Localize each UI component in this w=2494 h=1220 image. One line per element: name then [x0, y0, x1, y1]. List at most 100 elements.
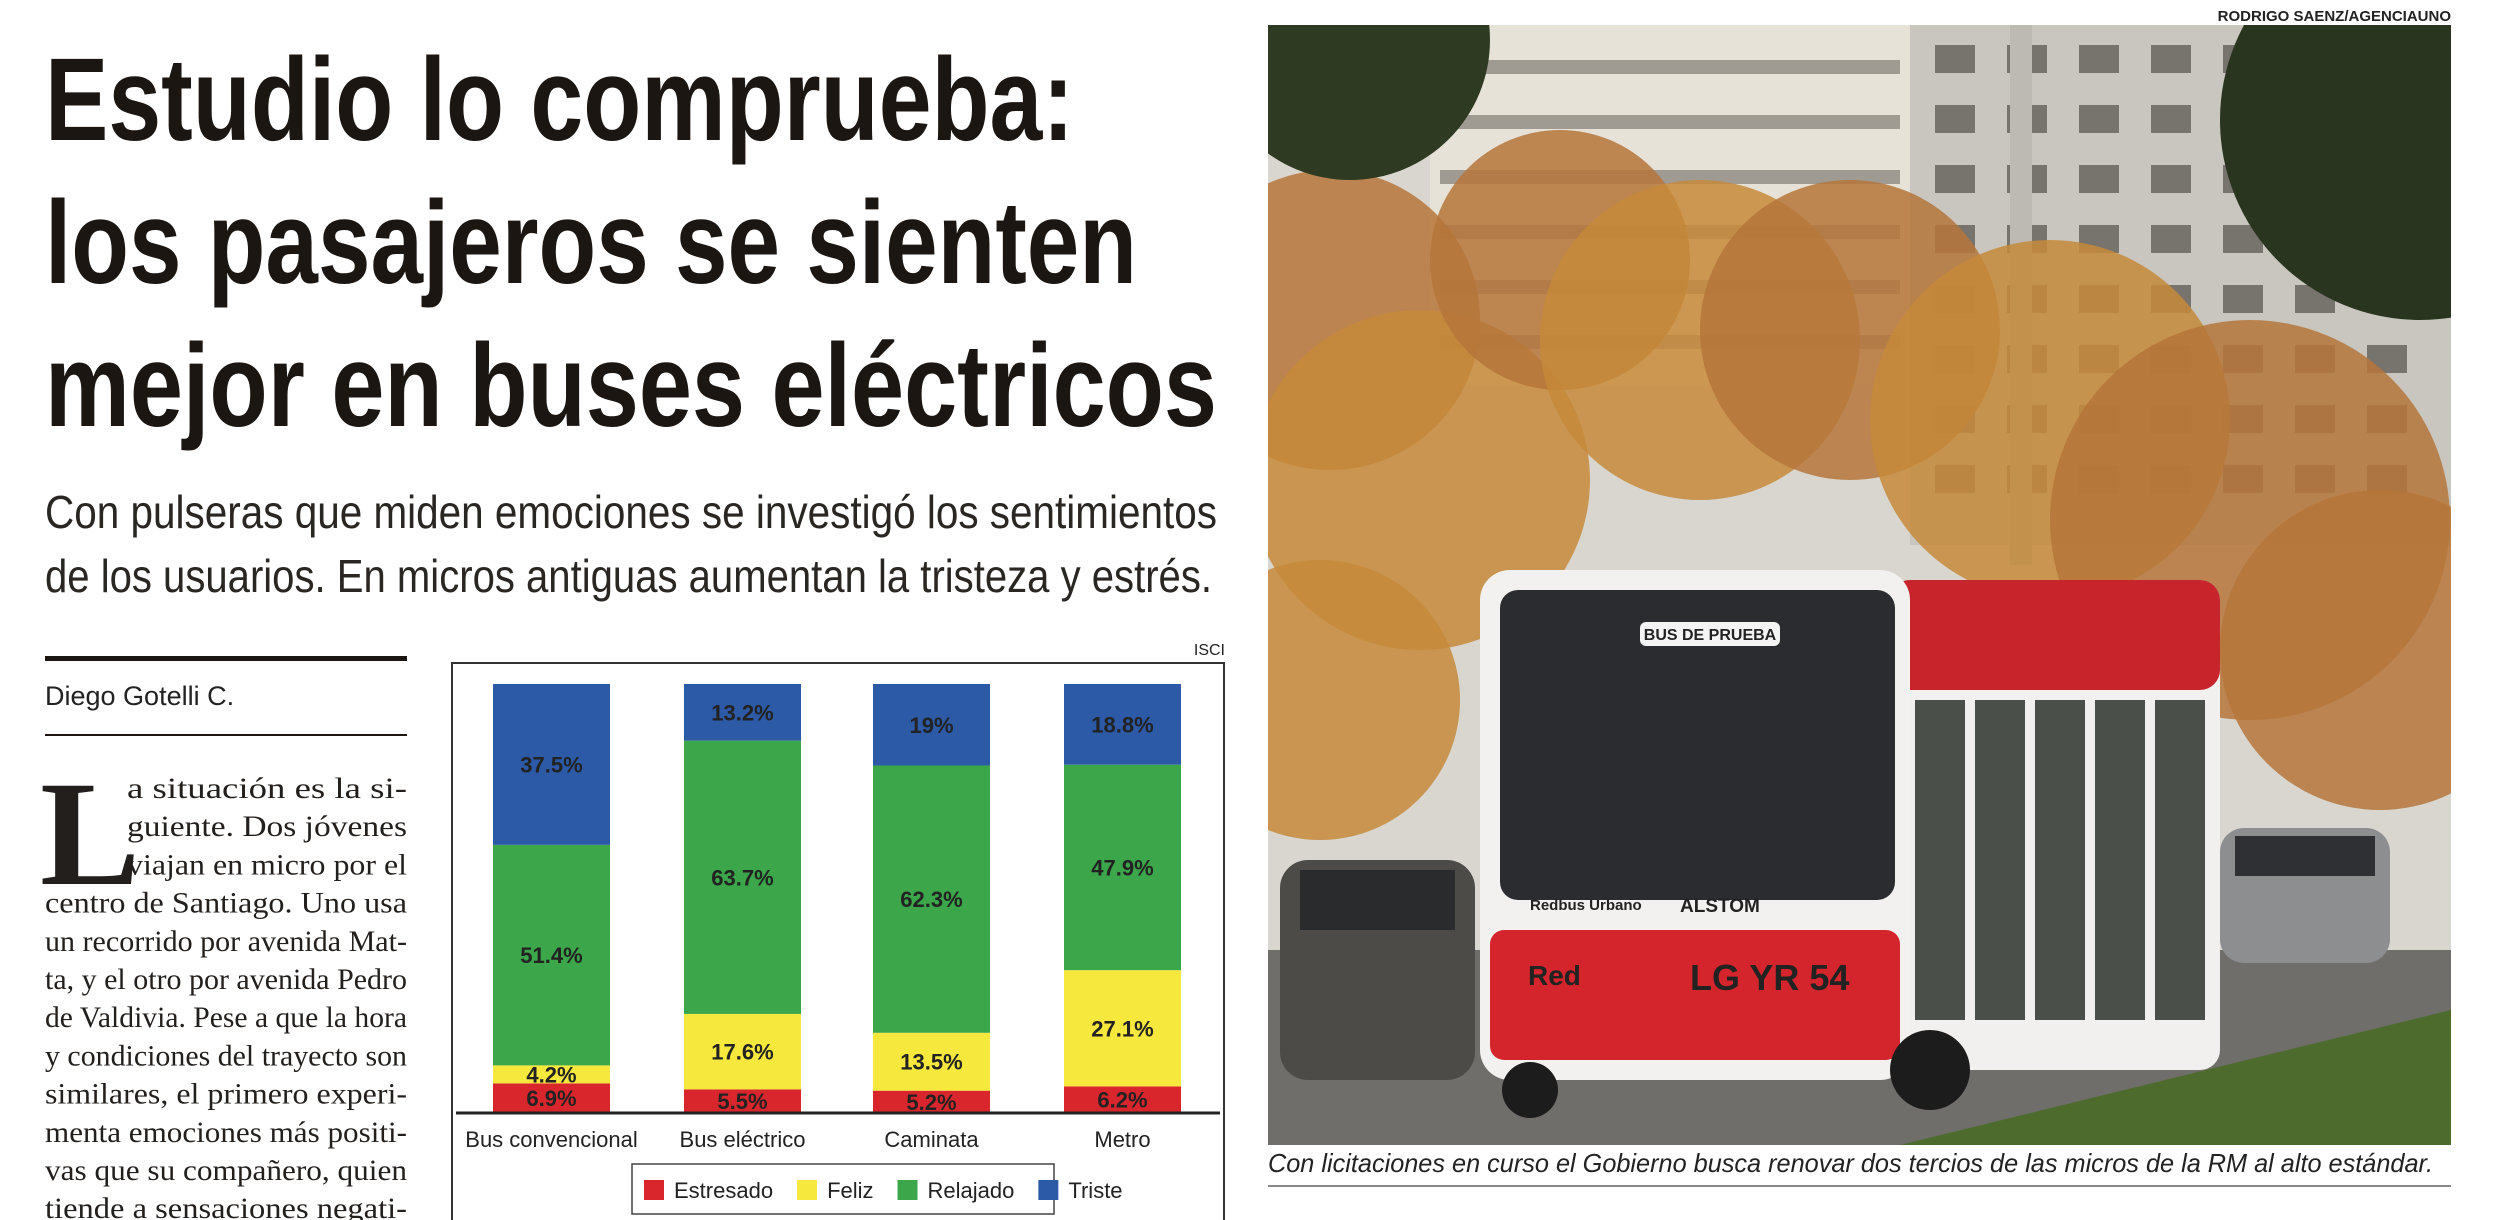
x-tick-label: Metro — [1094, 1127, 1150, 1152]
data-label: 47.9% — [1091, 855, 1153, 880]
window — [2079, 105, 2119, 133]
data-label: 18.8% — [1091, 712, 1153, 737]
wheel — [1890, 1030, 1970, 1110]
foliage — [1268, 25, 1490, 180]
bar-segment — [873, 1090, 990, 1113]
body-line: de Valdivia. Pese a que la hora — [45, 1001, 407, 1034]
bar-segment — [684, 1013, 801, 1090]
bar-segment — [873, 684, 990, 766]
car-window — [2235, 836, 2375, 876]
headline: Estudio lo comprueba: — [45, 34, 1074, 166]
legend-label: Triste — [1068, 1178, 1122, 1203]
bus-window — [2095, 700, 2145, 1020]
body-line: similares, el primero experi- — [45, 1078, 407, 1111]
body-line: menta emociones más positi- — [45, 1116, 407, 1149]
bar-segment — [684, 1089, 801, 1113]
rule — [1268, 1185, 2451, 1187]
data-label: 13.2% — [711, 700, 773, 725]
bus-sign: LG YR 54 — [1690, 957, 1849, 998]
body-line: tiende a sensaciones negati- — [45, 1192, 407, 1220]
route-sign — [1640, 622, 1780, 646]
window — [1935, 165, 1975, 193]
data-label: 27.1% — [1091, 1016, 1153, 1041]
bar-segment — [873, 1032, 990, 1091]
data-label: 4.2% — [526, 1062, 576, 1087]
tree — [1268, 560, 1460, 840]
bus-sign: Red — [1528, 960, 1581, 991]
bar-segment — [493, 1065, 610, 1084]
photo-credit: RODRIGO SAENZ/AGENCIAUNO — [2218, 8, 2452, 25]
balcony — [1440, 115, 1900, 129]
data-label: 5.5% — [717, 1089, 767, 1114]
body-line: guiente. Dos jóvenes — [127, 810, 407, 843]
grass — [1900, 1010, 2451, 1145]
body-line: y condiciones del trayecto son — [45, 1039, 407, 1072]
wheel — [1502, 1062, 1558, 1118]
windshield — [1500, 590, 1895, 900]
x-tick-label: Caminata — [884, 1127, 979, 1152]
bar-segment — [493, 1083, 610, 1113]
bus-panel — [1490, 930, 1900, 1060]
bar-segment — [684, 740, 801, 1014]
data-label: 6.9% — [526, 1086, 576, 1111]
bar-segment — [1064, 970, 1181, 1087]
data-label: 17.6% — [711, 1040, 773, 1065]
body-line: vas que su compañero, quien — [45, 1154, 407, 1187]
legend-label: Feliz — [827, 1178, 873, 1203]
bus-window — [2035, 700, 2085, 1020]
bar-segment — [493, 684, 610, 845]
window — [1935, 45, 1975, 73]
legend-swatch — [1038, 1180, 1059, 1200]
body-line: a situación es la si- — [127, 772, 407, 805]
window — [2223, 285, 2263, 313]
photo-caption: Con licitaciones en curso el Gobierno bu… — [1268, 1148, 2433, 1178]
bus-roof — [1890, 580, 2220, 690]
legend-box — [631, 1163, 1055, 1215]
car-window — [1300, 870, 1455, 930]
data-label: 5.2% — [906, 1090, 956, 1115]
body-line: ta, y el otro por avenida Pedro — [45, 963, 407, 996]
tree — [2220, 490, 2451, 810]
chart: 6.9%4.2% 51.4% 37.5% Bus convencional 5.5% 17… — [456, 684, 1220, 1215]
legend-swatch — [644, 1180, 664, 1200]
byline: Diego Gotelli C. — [45, 681, 234, 711]
window — [2151, 225, 2191, 253]
window — [2079, 45, 2119, 73]
bus-sign: BUS DE PRUEBA — [1644, 627, 1777, 644]
data-label: 63.7% — [711, 865, 773, 890]
bar-segment — [493, 844, 610, 1066]
bus-sign: ALSTOM — [1680, 896, 1760, 917]
bar-segment — [684, 684, 801, 741]
window — [1935, 105, 1975, 133]
data-label: 13.5% — [900, 1050, 962, 1075]
bus-window — [2155, 700, 2205, 1020]
bar-segment — [873, 765, 990, 1033]
photo: BUS DE PRUEBA Redbus Urbano ALSTOM Red LG YR… — [1268, 25, 2451, 1145]
body-text: a situación es la si-guiente. Dos jóvene… — [45, 772, 407, 1220]
rule — [45, 656, 407, 661]
foliage — [2220, 25, 2451, 320]
subhead: Con pulseras que miden emociones se inve… — [45, 486, 1217, 538]
data-label: 51.4% — [520, 943, 582, 968]
bus-window — [1975, 700, 2025, 1020]
bar-segment — [1064, 684, 1181, 765]
drop-cap: L — [40, 751, 140, 917]
window — [2151, 105, 2191, 133]
body-line: un recorrido por avenida Mat- — [45, 925, 407, 958]
data-label: 37.5% — [520, 752, 582, 777]
x-tick-label: Bus convencional — [465, 1127, 637, 1152]
window — [2151, 45, 2191, 73]
bus-window — [1915, 700, 1965, 1020]
bar-segment — [1064, 764, 1181, 971]
body-line: viajan en micro por el — [127, 848, 407, 881]
headline: mejor en buses eléctricos — [45, 320, 1217, 452]
bar-segment — [1064, 1086, 1181, 1113]
legend-swatch — [897, 1180, 918, 1200]
bus-sign: Redbus Urbano — [1530, 897, 1642, 914]
body-line: centro de Santiago. Uno usa — [45, 887, 407, 920]
subhead: de los usuarios. En micros antiguas aume… — [45, 550, 1212, 602]
headline: los pasajeros se sienten — [45, 177, 1137, 309]
window — [2151, 165, 2191, 193]
balcony — [1440, 60, 1900, 74]
